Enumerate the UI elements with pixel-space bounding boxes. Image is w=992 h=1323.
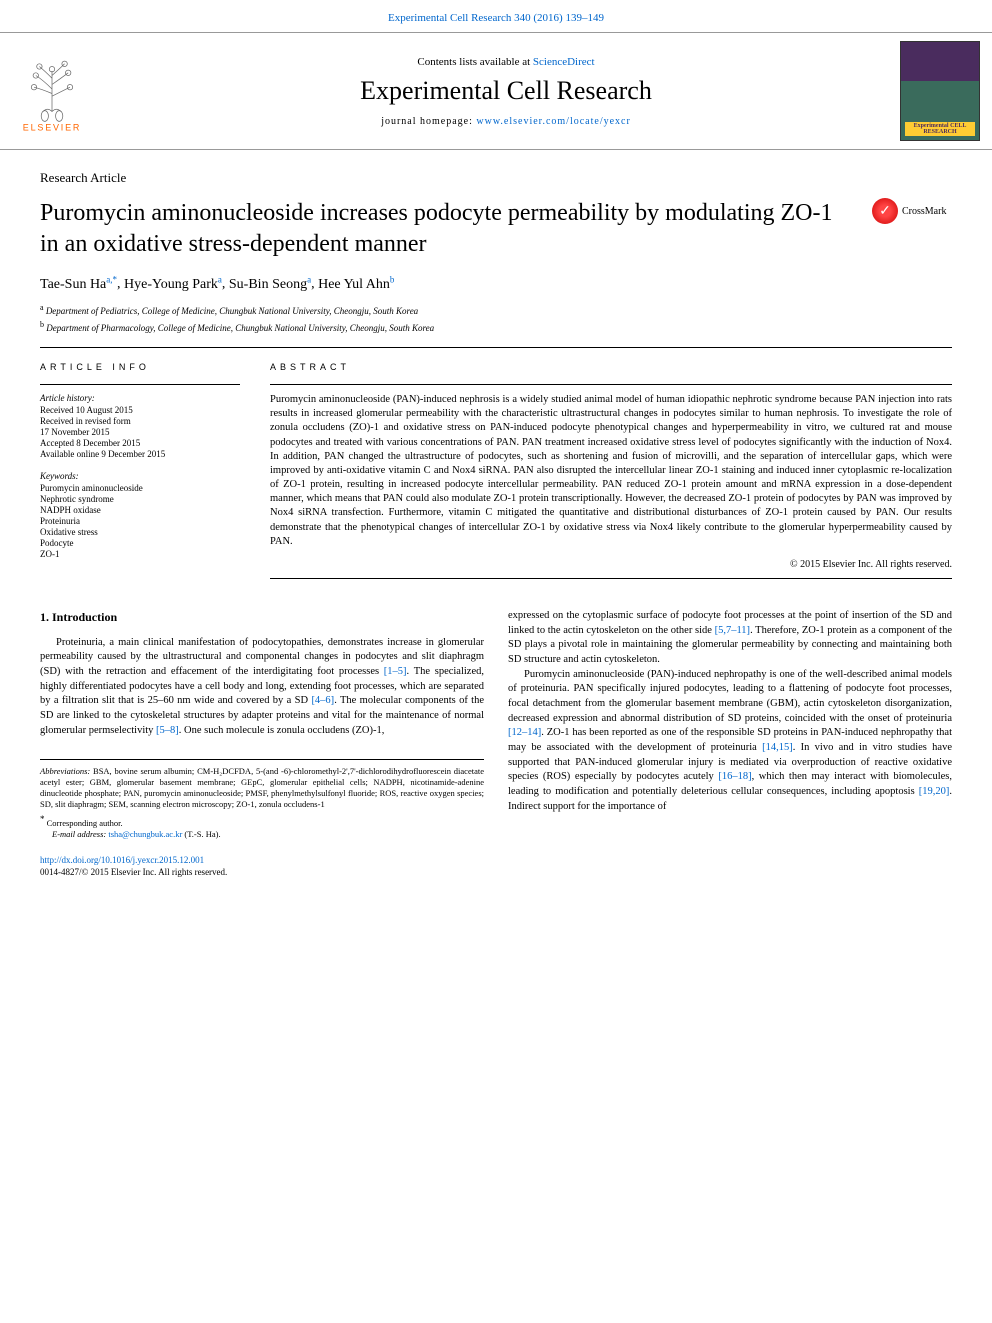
divider [40,384,240,385]
abstract-copyright: © 2015 Elsevier Inc. All rights reserved… [270,559,952,570]
history-label: Article history: [40,393,240,403]
body-paragraph: expressed on the cytoplasmic surface of … [508,609,952,668]
keyword: Podocyte [40,538,240,548]
crossmark-icon: ✓ [872,198,898,224]
divider [270,578,952,579]
body-column-right: expressed on the cytoplasmic surface of … [508,609,952,879]
divider [40,347,952,348]
body-paragraph: Puromycin aminonucleoside (PAN)-induced … [508,668,952,815]
elsevier-tree-icon: ELSEVIER [12,44,92,134]
contents-prefix: Contents lists available at [417,56,532,68]
issn-line: 0014-4827/© 2015 Elsevier Inc. All right… [40,866,484,879]
author: Tae-Sun Haa,* [40,277,117,292]
keyword: Proteinuria [40,516,240,526]
article-title: Puromycin aminonucleoside increases podo… [40,198,852,260]
history-line: Accepted 8 December 2015 [40,438,240,448]
divider [270,384,952,385]
section-heading: 1. Introduction [40,609,484,626]
homepage-link[interactable]: www.elsevier.com/locate/yexcr [476,116,630,127]
doi-block: http://dx.doi.org/10.1016/j.yexcr.2015.1… [40,854,484,879]
abstract-heading: ABSTRACT [270,362,952,372]
journal-cover-label: Experimental CELL RESEARCH [905,122,975,136]
history-line: 17 November 2015 [40,427,240,437]
author: Hye-Young Parka [124,277,222,292]
article-info-column: ARTICLE INFO Article history: Received 1… [40,362,240,579]
history-line: Available online 9 December 2015 [40,449,240,459]
ref-link[interactable]: [14,15] [762,742,793,753]
abstract-text: Puromycin aminonucleoside (PAN)-induced … [270,393,952,549]
header-citation-link[interactable]: Experimental Cell Research 340 (2016) 13… [388,12,604,24]
affiliation-list: a Department of Pediatrics, College of M… [40,303,952,333]
ref-link[interactable]: [19,20] [919,786,950,797]
doi-link[interactable]: http://dx.doi.org/10.1016/j.yexcr.2015.1… [40,855,204,865]
corresponding-author: * Corresponding author. [40,814,484,829]
keyword: ZO-1 [40,549,240,559]
ref-link[interactable]: [5–8] [156,725,179,736]
history-line: Received 10 August 2015 [40,405,240,415]
keyword: Puromycin aminonucleoside [40,483,240,493]
journal-cover: Experimental CELL RESEARCH [900,41,980,141]
article-info-heading: ARTICLE INFO [40,362,240,372]
author-list: Tae-Sun Haa,*, Hye-Young Parka, Su-Bin S… [40,274,952,293]
contents-line: Contents lists available at ScienceDirec… [112,56,900,68]
journal-name: Experimental Cell Research [112,76,900,106]
author: Su-Bin Seonga [229,277,311,292]
sciencedirect-link[interactable]: ScienceDirect [533,56,595,68]
body-column-left: 1. Introduction Proteinuria, a main clin… [40,609,484,879]
article-type: Research Article [40,170,952,186]
ref-link[interactable]: [4–6] [311,695,334,706]
elsevier-wordmark: ELSEVIER [23,122,81,132]
email-link[interactable]: tsha@chungbuk.ac.kr [108,829,182,839]
author: Hee Yul Ahnb [318,277,394,292]
ref-link[interactable]: [1–5] [384,666,407,677]
email-line: E-mail address: tsha@chungbuk.ac.kr (T.-… [40,829,484,840]
ref-link[interactable]: [5,7–11] [715,625,750,636]
body-paragraph: Proteinuria, a main clinical manifestati… [40,636,484,739]
history-line: Received in revised form [40,416,240,426]
affiliation: a Department of Pediatrics, College of M… [40,303,952,316]
homepage-prefix: journal homepage: [381,116,476,127]
crossmark-label: CrossMark [902,206,946,217]
masthead-center: Contents lists available at ScienceDirec… [112,56,900,127]
masthead: ELSEVIER Contents lists available at Sci… [0,32,992,150]
crossmark-badge[interactable]: ✓ CrossMark [872,198,952,224]
keyword: NADPH oxidase [40,505,240,515]
abstract-column: ABSTRACT Puromycin aminonucleoside (PAN)… [270,362,952,579]
elsevier-logo: ELSEVIER [12,44,112,139]
ref-link[interactable]: [16–18] [718,771,751,782]
abbreviations: Abbreviations: BSA, bovine serum albumin… [40,766,484,810]
keyword: Oxidative stress [40,527,240,537]
affiliation: b Department of Pharmacology, College of… [40,320,952,333]
header-citation: Experimental Cell Research 340 (2016) 13… [0,0,992,32]
ref-link[interactable]: [12–14] [508,727,541,738]
keywords-label: Keywords: [40,471,240,481]
footnotes: Abbreviations: BSA, bovine serum albumin… [40,759,484,840]
body-columns: 1. Introduction Proteinuria, a main clin… [40,609,952,879]
keyword: Nephrotic syndrome [40,494,240,504]
homepage-line: journal homepage: www.elsevier.com/locat… [112,116,900,127]
